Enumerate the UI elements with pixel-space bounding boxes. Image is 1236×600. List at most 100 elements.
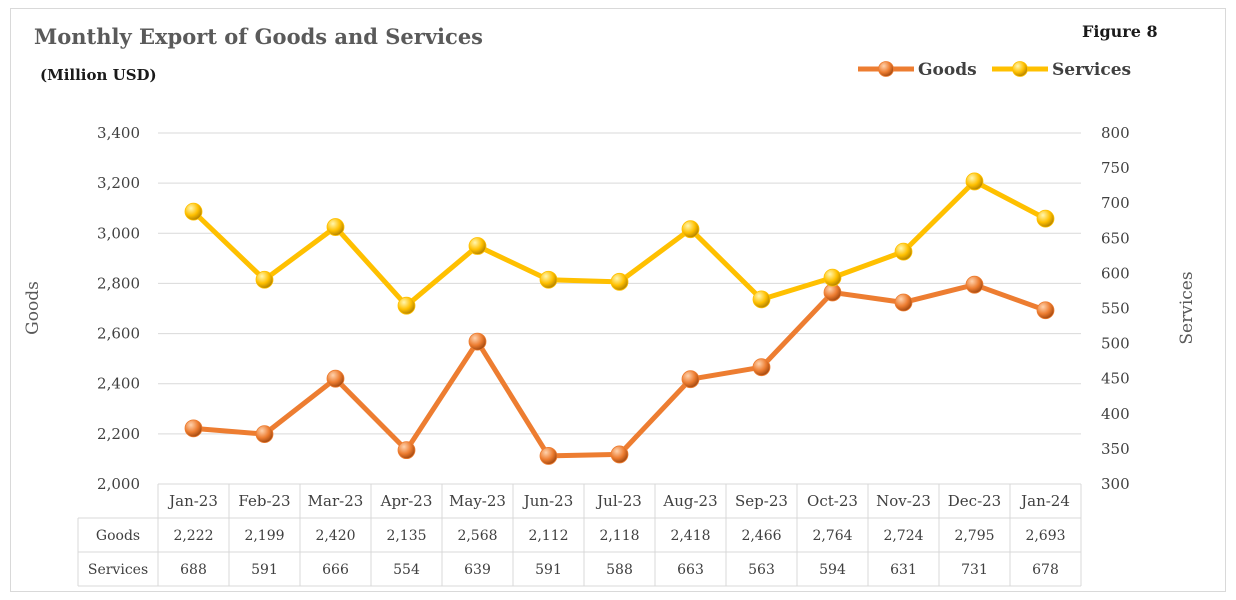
axis-ticks: 2,000 2,200 2,400 2,600 2,800 3,000 3,200 3,400… (97, 124, 1130, 493)
table-cell: 731 (961, 562, 988, 578)
x-tick-label: Jun-23 (522, 492, 574, 510)
table-cell: 591 (535, 562, 562, 578)
x-tick-label: Mar-23 (308, 492, 364, 510)
table-row-header: Goods (96, 528, 140, 544)
x-tick-label: Feb-23 (238, 492, 290, 510)
table-cell: 2,764 (812, 528, 852, 544)
x-tick-label: Sep-23 (735, 492, 788, 510)
table-cell: 2,466 (741, 528, 781, 544)
table-cell: 2,199 (244, 528, 284, 544)
chart-title: Monthly Export of Goods and Services (34, 24, 483, 49)
table-cell: 688 (180, 562, 207, 578)
table-cell: 2,135 (386, 528, 426, 544)
services-legend-label: Services (1052, 60, 1131, 80)
services-marker (965, 172, 984, 191)
table-cell: 2,724 (883, 528, 923, 544)
y2-tick-label: 500 (1101, 335, 1130, 353)
services-marker (894, 242, 913, 261)
y2-tick-label: 450 (1101, 370, 1130, 388)
x-tick-label: Nov-23 (876, 492, 931, 510)
y2-tick-label: 550 (1101, 300, 1130, 318)
y2-tick-label: 400 (1101, 405, 1130, 423)
table-cell: 563 (748, 562, 775, 578)
table-cell: 2,112 (528, 528, 568, 544)
table-cell: 594 (819, 562, 846, 578)
services-legend-marker (1012, 61, 1028, 77)
y-tick-label: 2,200 (97, 425, 140, 443)
goods-line (193, 282, 1047, 459)
services-marker (397, 296, 416, 315)
services-marker (255, 270, 274, 289)
table-cell: 2,420 (315, 528, 355, 544)
table-cell: 678 (1032, 562, 1059, 578)
table-cell: 639 (464, 562, 491, 578)
goods-legend-marker (878, 61, 894, 77)
goods-marker (610, 445, 629, 464)
y-tick-label: 2,800 (97, 274, 140, 292)
y2-tick-label: 800 (1101, 124, 1130, 142)
goods-marker (255, 425, 274, 444)
table-row-header: Services (88, 562, 148, 578)
x-tick-label: Jan-24 (1019, 492, 1070, 510)
goods-marker (184, 419, 203, 438)
table-cell: 2,118 (599, 528, 639, 544)
y2-tick-label: 700 (1101, 194, 1130, 212)
y-axis-title: Goods (23, 281, 43, 335)
figure-label: Figure 8 (1082, 22, 1158, 41)
table-cell: 588 (606, 562, 633, 578)
services-marker (539, 270, 558, 289)
table-cell: 631 (890, 562, 917, 578)
goods-marker (468, 332, 487, 351)
y2-tick-label: 600 (1101, 264, 1130, 282)
y-tick-label: 3,000 (97, 224, 140, 242)
y2-tick-label: 300 (1101, 475, 1130, 493)
services-marker (823, 268, 842, 287)
chart-subtitle: (Million USD) (40, 66, 157, 84)
x-tick-label: Jan-23 (167, 492, 218, 510)
legend: Goods Services (858, 60, 1131, 80)
services-marker (326, 218, 345, 236)
services-marker (468, 237, 487, 255)
y2-tick-label: 750 (1101, 159, 1130, 177)
table-cell: 2,568 (457, 528, 497, 544)
goods-legend-label: Goods (918, 60, 977, 80)
services-marker (184, 202, 203, 221)
table-cell: 2,418 (670, 528, 710, 544)
table-cell: 554 (393, 562, 420, 578)
goods-marker (326, 369, 345, 388)
goods-marker (752, 358, 771, 377)
chart-frame (10, 8, 1226, 592)
y-tick-label: 2,600 (97, 325, 140, 343)
y2-tick-label: 650 (1101, 229, 1130, 247)
services-marker (681, 220, 700, 239)
table-cell: 666 (322, 562, 349, 578)
data-table: Jan-23 Feb-23 Mar-23 Apr-23 May-23 Jun-23 Jul-… (77, 483, 1082, 587)
services-marker (752, 290, 771, 309)
gridlines (158, 132, 1081, 485)
x-tick-label: Aug-23 (662, 492, 717, 510)
y2-tick-label: 350 (1101, 440, 1130, 458)
goods-marker (681, 370, 700, 389)
table-cell: 2,222 (173, 528, 213, 544)
services-marker (610, 272, 629, 291)
y-tick-label: 2,400 (97, 375, 140, 393)
table-cell: 2,693 (1025, 528, 1065, 544)
services-marker (1036, 209, 1055, 228)
goods-marker (965, 275, 984, 294)
table-cell: 591 (251, 562, 278, 578)
goods-marker (397, 441, 416, 460)
series-lines (184, 172, 1055, 465)
x-tick-label: Apr-23 (380, 492, 433, 510)
x-tick-label: Dec-23 (948, 492, 1001, 510)
table-cell: 2,795 (954, 528, 994, 544)
goods-marker (894, 293, 913, 312)
x-tick-label: May-23 (449, 492, 506, 510)
x-tick-label: Oct-23 (807, 492, 858, 510)
goods-marker (539, 447, 558, 465)
y-tick-label: 3,200 (97, 174, 140, 192)
goods-marker (1036, 301, 1055, 320)
y-tick-label: 2,000 (97, 475, 140, 493)
x-tick-label: Jul-23 (595, 492, 642, 510)
y2-axis-title: Services (1177, 271, 1197, 344)
